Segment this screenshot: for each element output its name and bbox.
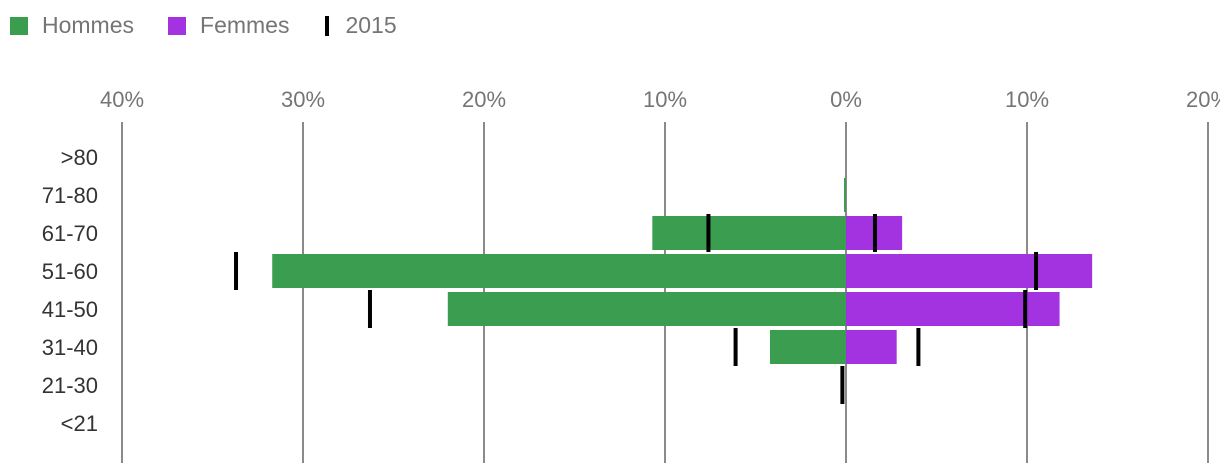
bar-hommes (844, 178, 846, 212)
legend-item-femmes[interactable]: Femmes (168, 12, 289, 39)
marker-2015-hommes (733, 328, 738, 366)
x-tick-label: 30% (281, 87, 325, 112)
x-tick-label: 10% (1005, 87, 1049, 112)
bar-hommes (769, 330, 846, 364)
y-category-label: 21-30 (42, 373, 98, 398)
y-category-label: >80 (61, 145, 98, 170)
legend: Hommes Femmes 2015 (10, 12, 431, 39)
x-tick-label: 10% (643, 87, 687, 112)
y-category-label: 61-70 (42, 221, 98, 246)
legend-label-femmes: Femmes (200, 12, 290, 38)
y-category-label: 31-40 (42, 335, 98, 360)
marker-2015-femmes (1034, 252, 1039, 290)
bar-hommes (447, 292, 846, 326)
bar-femmes (846, 254, 1093, 288)
legend-label-hommes: Hommes (42, 12, 135, 38)
y-category-label: 71-80 (42, 183, 98, 208)
x-tick-label: 20% (462, 87, 506, 112)
legend-swatch-femmes (168, 16, 187, 35)
bar-hommes (272, 254, 847, 288)
marker-2015-hommes (840, 366, 845, 404)
y-category-label: 51-60 (42, 259, 98, 284)
marker-2015-hommes (234, 252, 239, 290)
legend-marker-2015 (325, 15, 330, 36)
x-tick-label: 40% (100, 87, 144, 112)
y-category-label: 41-50 (42, 297, 98, 322)
y-category-label: <21 (61, 411, 98, 436)
marker-2015-hommes (367, 290, 372, 328)
legend-label-2015: 2015 (345, 12, 397, 38)
bar-hommes (652, 216, 846, 250)
bar-femmes (846, 330, 897, 364)
x-tick-label: 0% (830, 87, 862, 112)
marker-2015-femmes (916, 328, 921, 366)
x-tick-label: 20% (1186, 87, 1220, 112)
legend-swatch-hommes (10, 16, 28, 35)
marker-2015-hommes (706, 214, 711, 252)
bar-femmes (846, 292, 1060, 326)
marker-2015-femmes (872, 214, 877, 252)
legend-item-2015[interactable]: 2015 (323, 12, 397, 39)
marker-2015-femmes (1023, 290, 1028, 328)
legend-item-hommes[interactable]: Hommes (10, 12, 134, 39)
